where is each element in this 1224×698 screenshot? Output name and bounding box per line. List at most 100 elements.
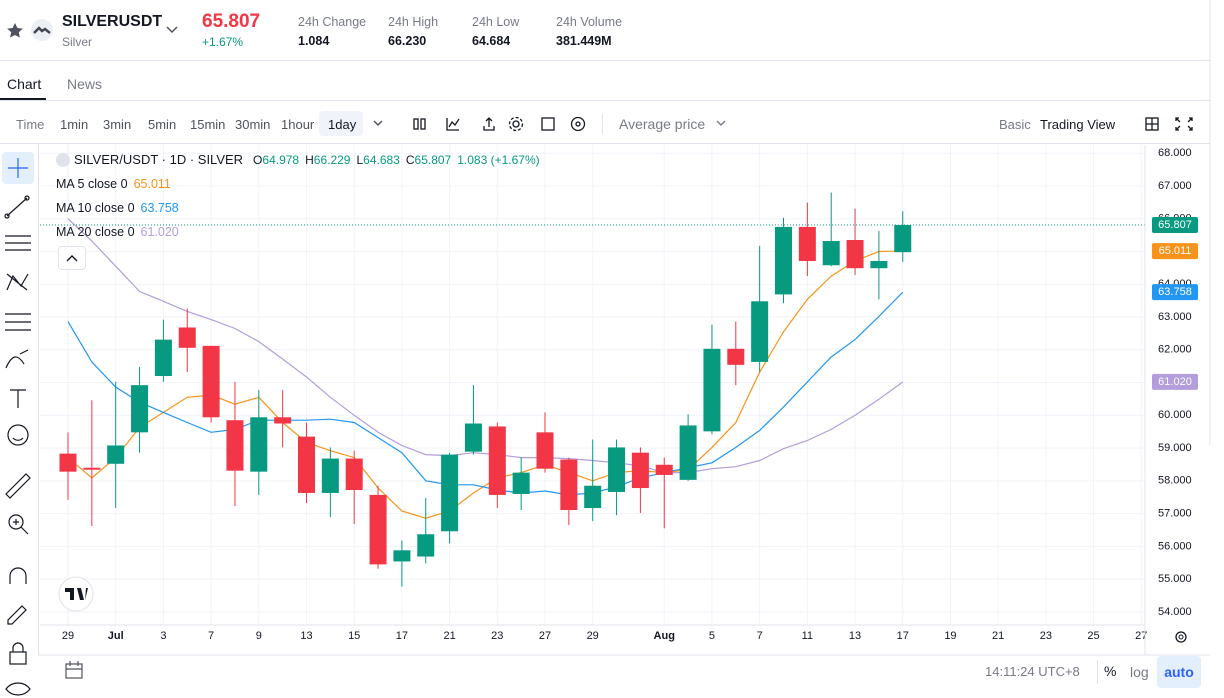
ma-name: MA 5 close 0 xyxy=(56,177,128,191)
ohlc-key: C xyxy=(405,152,415,167)
ohlc-value: 64.978 xyxy=(262,152,300,167)
drawing-tools[interactable] xyxy=(0,144,38,698)
settings[interactable] xyxy=(1175,631,1187,643)
ma-value: 63.758 xyxy=(140,201,179,215)
candle-body xyxy=(59,453,77,472)
interval[interactable]: 5min xyxy=(148,117,177,132)
candle-body xyxy=(393,550,411,562)
percent-toggle[interactable]: % xyxy=(1104,663,1117,679)
y-tick-label: 54.000 xyxy=(1158,606,1192,618)
legend-change: 1.083 (+1.67%) xyxy=(457,152,540,167)
x-tick-label: 17 xyxy=(396,630,408,642)
candle-body xyxy=(464,423,482,452)
stat-value: 1.084 xyxy=(298,34,330,48)
star[interactable] xyxy=(6,22,24,40)
auto-toggle[interactable]: auto xyxy=(1157,656,1201,688)
symbol-menu[interactable] xyxy=(164,24,180,36)
interval[interactable]: 30min xyxy=(235,117,271,132)
price-mode[interactable]: Average price xyxy=(619,116,706,132)
divider xyxy=(38,144,39,655)
axis: 54.000 55.000 56.000 57.000 58.000 59.000 60.0… xyxy=(62,147,1198,642)
interval[interactable]: Time xyxy=(16,117,45,132)
candle-body xyxy=(655,464,673,475)
plot xyxy=(40,192,1145,587)
ohlc-item: H66.229 xyxy=(305,153,350,167)
view[interactable]: Basic xyxy=(999,117,1031,132)
tool-icons[interactable] xyxy=(400,112,600,136)
x-tick-label: 7 xyxy=(757,630,763,642)
tab[interactable]: News xyxy=(67,76,103,92)
interval[interactable]: 15min xyxy=(190,117,226,132)
price-mode-menu[interactable] xyxy=(713,118,729,130)
x-tick-label: 17 xyxy=(897,630,909,642)
tab-underline xyxy=(0,98,46,100)
tab[interactable]: Chart xyxy=(7,76,42,92)
candle-body xyxy=(154,339,172,376)
calendar[interactable] xyxy=(65,661,83,679)
candle-body xyxy=(870,260,888,269)
x-tick-label: 23 xyxy=(1040,630,1052,642)
x-tick-label: 23 xyxy=(491,630,503,642)
divider xyxy=(0,143,1210,144)
price-tag-label: 61.020 xyxy=(1158,376,1192,388)
candle-body xyxy=(488,426,506,495)
stat-label: 24h Low xyxy=(472,15,520,29)
candle-body xyxy=(131,385,149,433)
x-tick-label: 3 xyxy=(160,630,166,642)
log-toggle[interactable]: log xyxy=(1130,664,1149,680)
interval[interactable]: 1hour xyxy=(281,117,315,132)
price-tag xyxy=(1152,217,1198,234)
y-tick-label: 56.000 xyxy=(1158,540,1192,552)
logo xyxy=(56,152,70,167)
ohlc-value: 66.229 xyxy=(313,152,351,167)
ma-value: 61.020 xyxy=(140,225,179,239)
candle-body xyxy=(226,420,244,471)
candle-body xyxy=(274,417,292,424)
price-tag xyxy=(1152,284,1198,301)
candle-body xyxy=(298,436,315,493)
candle-body xyxy=(202,345,220,418)
ohlc-item: O64.978 xyxy=(253,153,299,167)
ohlc-key: O xyxy=(253,152,263,167)
separator xyxy=(602,114,603,134)
candle-body xyxy=(536,432,554,469)
price-tag xyxy=(1152,243,1198,260)
x-tick-label: Jul xyxy=(108,630,124,642)
stat-label: 24h Volume xyxy=(556,15,623,29)
tv-logo xyxy=(58,576,94,612)
candle-body xyxy=(727,348,745,365)
stat-value: 66.230 xyxy=(388,34,427,48)
candle-body xyxy=(703,348,721,432)
divider xyxy=(0,100,1210,101)
symbol-name: Silver xyxy=(62,35,93,49)
y-tick-label: 58.000 xyxy=(1158,475,1192,487)
active-interval xyxy=(319,111,363,136)
ma-legend-row: MA 5 close 0 65.011 xyxy=(56,177,171,191)
x-tick-label: Aug xyxy=(654,630,675,642)
interval[interactable]: 1day xyxy=(328,117,357,132)
change: +1.67% xyxy=(202,35,244,49)
x-tick-label: 9 xyxy=(256,630,262,642)
ma-line xyxy=(67,218,904,474)
collapse-legend[interactable] xyxy=(58,246,86,270)
price: 65.807 xyxy=(202,11,261,32)
interval-menu[interactable] xyxy=(370,118,386,130)
symbol: SILVERUSDT xyxy=(62,13,163,30)
x-tick-label: 21 xyxy=(443,630,455,642)
interval[interactable]: 3min xyxy=(103,117,132,132)
ma-name: MA 20 close 0 xyxy=(56,225,135,239)
interval[interactable]: 1min xyxy=(60,117,89,132)
stat-label: 24h Change xyxy=(298,15,367,29)
x-tick-label: 19 xyxy=(944,630,956,642)
y-tick-label: 57.000 xyxy=(1158,508,1192,520)
candle-body xyxy=(441,454,459,532)
candle-body xyxy=(631,452,649,489)
candle-body xyxy=(560,459,578,510)
y-tick-label: 67.000 xyxy=(1158,180,1192,192)
layout-icons[interactable] xyxy=(1140,114,1200,134)
view[interactable]: Trading View xyxy=(1040,117,1116,132)
candle-body xyxy=(250,417,268,472)
y-tick-label: 68.000 xyxy=(1158,147,1192,159)
